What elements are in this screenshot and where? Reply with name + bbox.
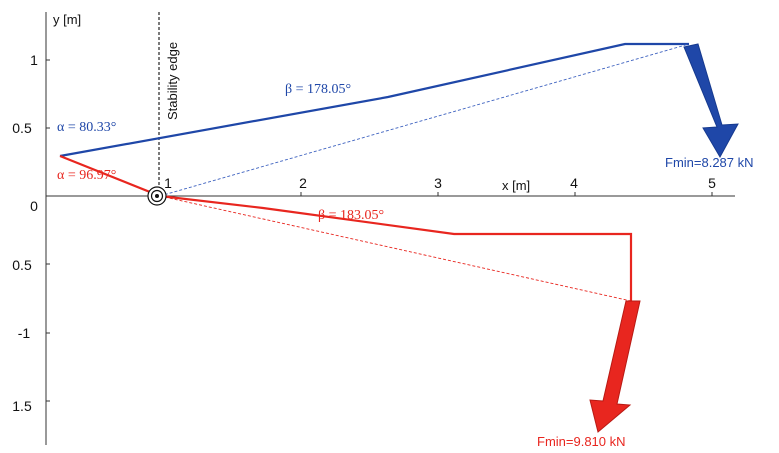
upper-chord-line (159, 43, 690, 197)
pivot-symbol (147, 186, 167, 206)
upper-boom-line (59, 42, 689, 158)
x-tick-label: 2 (299, 175, 307, 191)
y-tick-label: 1 (30, 52, 38, 68)
lower-boom-line (59, 154, 633, 301)
y-axis-label: y [m] (53, 12, 81, 27)
x-tick-label: 4 (570, 175, 578, 191)
x-tick-label: 5 (708, 175, 716, 191)
lower-force-label: Fmin=9.810 kN (537, 434, 626, 449)
stability-edge-label: Stability edge (165, 42, 180, 120)
upper-force-arrow (683, 43, 739, 159)
y-tick-marks (46, 59, 50, 402)
y-tick-label: 0.5 (12, 257, 32, 273)
lower-alpha-label: α = 96.97° (57, 168, 116, 183)
y-tick-label: 0.5 (12, 120, 32, 136)
upper-force-label: Fmin=8.287 kN (665, 155, 754, 170)
upper-beta-label: β = 178.05° (285, 82, 351, 97)
x-tick-label: 3 (434, 175, 442, 191)
x-tick-label: 1 (164, 175, 172, 191)
upper-alpha-label: α = 80.33° (57, 120, 116, 135)
lower-force-arrow (589, 300, 641, 433)
y-tick-label: 1.5 (12, 398, 32, 414)
y-tick-label: -1 (18, 325, 31, 341)
x-axis-label: x [m] (502, 178, 530, 193)
lower-chord-line (159, 195, 632, 302)
y-tick-label: 0 (30, 198, 38, 214)
lower-beta-label: β = 183.05° (318, 208, 384, 223)
